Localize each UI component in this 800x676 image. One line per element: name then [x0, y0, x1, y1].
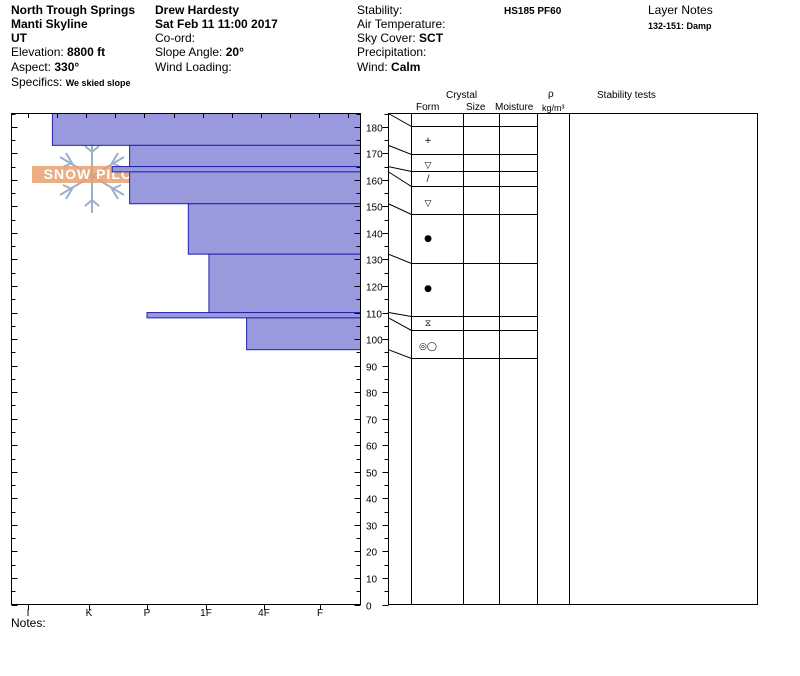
- depth-tick-label: 60: [366, 442, 378, 453]
- layer-boundary-line: [388, 113, 538, 127]
- aspect-label: Aspect:: [11, 60, 52, 74]
- hardness-tick-label: K: [86, 608, 93, 619]
- layer-boundary-line: [388, 203, 538, 215]
- density-unit-header: kg/m³: [542, 103, 565, 113]
- size-header: Size: [466, 102, 486, 113]
- observer-name: Drew Hardesty: [155, 3, 240, 17]
- hardness-bar-6: [146, 312, 361, 319]
- precip-label: Precipitation:: [357, 45, 427, 59]
- rounded-grains-icon: ●: [424, 234, 432, 244]
- depth-tick-label: 160: [366, 177, 383, 188]
- layer-note: 132-151: Damp: [648, 21, 712, 31]
- form-header: Form: [416, 102, 440, 113]
- layer-boundary-line: [388, 349, 538, 359]
- sky-value: SCT: [419, 31, 444, 45]
- wind-loading-label: Wind Loading:: [155, 60, 232, 74]
- coord-label: Co-ord:: [155, 31, 196, 45]
- specifics: Specifics: We skied slope: [11, 75, 131, 90]
- wind: Wind: Calm: [357, 60, 420, 74]
- hardness-tick-label: 4F: [258, 608, 270, 619]
- depth-tick-label: 90: [366, 363, 378, 374]
- depth-tick-label: 100: [366, 336, 383, 347]
- stability-tests-header: Stability tests: [597, 90, 656, 101]
- wind-label: Wind:: [357, 60, 388, 74]
- specifics-value: We skied slope: [65, 78, 131, 88]
- hardness-bar-0: [51, 113, 362, 146]
- aspect-value: 330°: [54, 60, 80, 74]
- layer-table-frame: [388, 113, 758, 605]
- hardness-bar-4: [187, 203, 361, 255]
- melt-forms-icon: ◎◯: [419, 342, 437, 352]
- layer-boundary-line: [388, 171, 538, 187]
- hardness-bar-7: [246, 317, 362, 351]
- hs-value: HS185 PF60: [504, 6, 562, 17]
- notes-label: Notes:: [11, 616, 46, 630]
- hardness-tick-label: I: [27, 608, 30, 619]
- layer-notes-title: Layer Notes: [648, 3, 713, 17]
- layer-boundary-line: [388, 312, 538, 317]
- depth-tick-label: 70: [366, 416, 378, 427]
- sky-label: Sky Cover:: [357, 31, 416, 45]
- wind-value: Calm: [391, 60, 421, 74]
- depth-tick-label: 20: [366, 548, 378, 559]
- hardness-plot-frame: [11, 113, 361, 605]
- crystal-header: Crystal: [446, 90, 478, 101]
- depth-tick-label: 40: [366, 495, 378, 506]
- hardness-bar-5: [208, 253, 361, 314]
- aspect: Aspect: 330°: [11, 60, 79, 74]
- hardness-tick-label: F: [317, 608, 323, 619]
- depth-tick-label: 140: [366, 230, 383, 241]
- layer-boundary-line: [388, 166, 538, 172]
- layer-boundary-line: [388, 253, 538, 264]
- depth-tick-label: 130: [366, 256, 383, 267]
- slope-label: Slope Angle:: [155, 45, 223, 59]
- elevation: Elevation: 8800 ft: [11, 45, 105, 59]
- range-name: Manti Skyline: [11, 17, 88, 31]
- elevation-label: Elevation:: [11, 45, 64, 59]
- stability-label: Stability:: [357, 3, 403, 17]
- surface-hoar-icon: ▽: [425, 161, 432, 171]
- hardness-tick-label: P: [144, 608, 151, 619]
- precip-particles-icon: +: [424, 136, 432, 146]
- depth-tick-label: 110: [366, 310, 382, 321]
- air-temp-label: Air Temperature:: [357, 17, 446, 31]
- hardness-bar-1: [129, 144, 361, 168]
- slope-value: 20°: [225, 45, 244, 59]
- depth-tick-label: 80: [366, 389, 378, 400]
- elevation-value: 8800 ft: [67, 45, 106, 59]
- depth-tick-label: 180: [366, 124, 383, 135]
- slope-angle: Slope Angle: 20°: [155, 45, 244, 59]
- depth-hoar-icon: ⧖: [425, 319, 431, 329]
- decomposing-icon: /: [426, 174, 430, 184]
- observation-datetime: Sat Feb 11 11:00 2017: [155, 17, 278, 31]
- depth-tick-label: 150: [366, 203, 383, 214]
- hardness-bar-2: [111, 166, 361, 173]
- state-name: UT: [11, 31, 27, 45]
- location-name: North Trough Springs: [11, 3, 135, 17]
- rho-header: ρ: [548, 89, 554, 100]
- moisture-header: Moisture: [495, 102, 534, 113]
- depth-tick-label: 120: [366, 283, 383, 294]
- hardness-tick-label: 1F: [200, 608, 212, 619]
- layer-boundary-line: [388, 144, 538, 155]
- depth-tick-label: 10: [366, 575, 378, 586]
- specifics-label: Specifics:: [11, 75, 63, 89]
- rounded-grains-icon: ●: [424, 284, 432, 294]
- layer-boundary-line: [388, 317, 538, 331]
- depth-tick-label: 0: [366, 602, 372, 613]
- depth-tick-label: 50: [366, 469, 378, 480]
- hardness-bar-3: [129, 171, 361, 205]
- sky-cover: Sky Cover: SCT: [357, 31, 443, 45]
- depth-tick-label: 170: [366, 150, 383, 161]
- surface-hoar-icon: ▽: [425, 199, 432, 209]
- depth-tick-label: 30: [366, 522, 378, 533]
